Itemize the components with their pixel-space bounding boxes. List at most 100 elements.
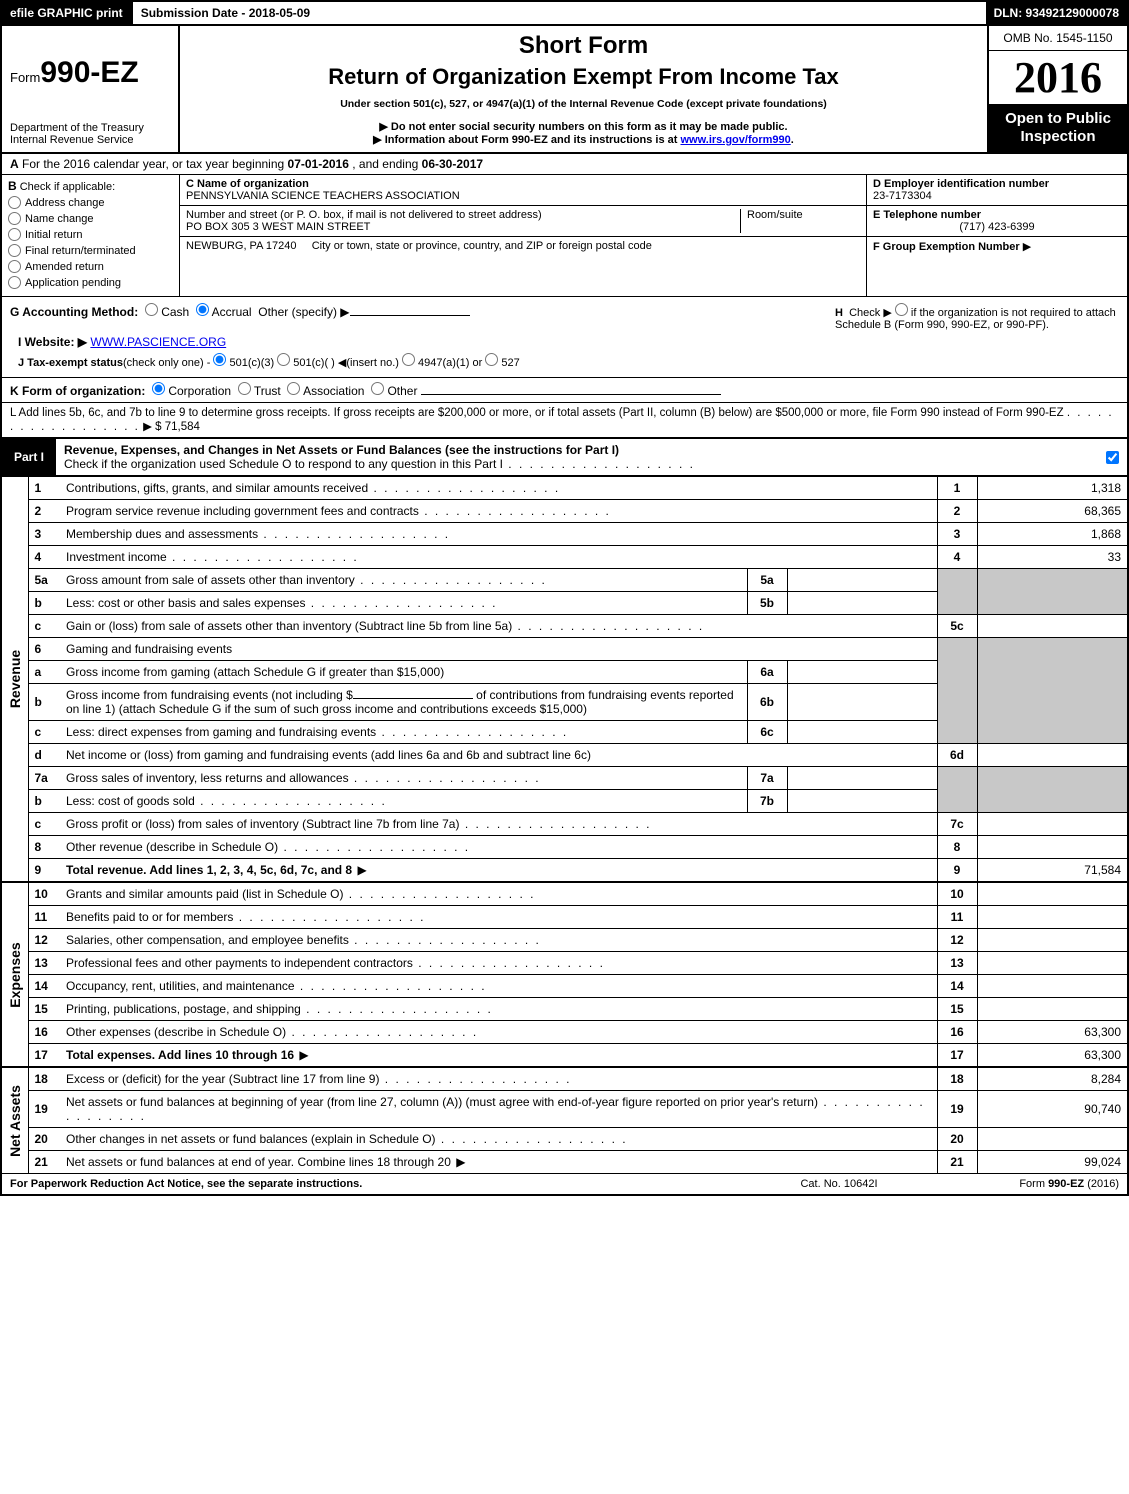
footer-right-post: (2016)	[1084, 1178, 1119, 1190]
k-other-radio[interactable]	[371, 382, 384, 395]
line-a-text1: For the 2016 calendar year, or tax year …	[22, 157, 288, 171]
j-501c-radio[interactable]	[277, 353, 290, 366]
l2-amount: 68,365	[977, 500, 1127, 523]
l8-amount	[977, 836, 1127, 859]
l7b-subval	[787, 790, 937, 813]
block-bcdef: B Check if applicable: Address change Na…	[2, 174, 1127, 296]
chk-address-change[interactable]: Address change	[8, 196, 173, 209]
line-18: Net Assets 18 Excess or (deficit) for th…	[2, 1067, 1127, 1091]
l17-desc-text: Total expenses. Add lines 10 through 16	[66, 1048, 294, 1062]
website-link[interactable]: WWW.PASCIENCE.ORG	[90, 335, 226, 349]
chk-name-change-label: Name change	[25, 213, 94, 225]
l12-desc-text: Salaries, other compensation, and employ…	[66, 933, 541, 947]
l20-lineno: 20	[937, 1128, 977, 1151]
lines-table: Revenue 1 Contributions, gifts, grants, …	[2, 476, 1127, 1173]
l15-desc-text: Printing, publications, postage, and shi…	[66, 1002, 493, 1016]
l21-desc-text: Net assets or fund balances at end of ye…	[66, 1155, 467, 1169]
l9-desc-text: Total revenue. Add lines 1, 2, 3, 4, 5c,…	[66, 863, 352, 877]
org-name: PENNSYLVANIA SCIENCE TEACHERS ASSOCIATIO…	[186, 190, 860, 202]
k-corp-radio[interactable]	[152, 382, 165, 395]
chk-application-pending-input[interactable]	[8, 276, 21, 289]
l6d-amount	[977, 744, 1127, 767]
l5c-num: c	[28, 615, 60, 638]
section-d: D Employer identification number 23-7173…	[867, 175, 1127, 206]
subtitle: Under section 501(c), 527, or 4947(a)(1)…	[188, 98, 979, 110]
l19-lineno: 19	[937, 1091, 977, 1128]
k-trust-radio[interactable]	[238, 382, 251, 395]
row-i: I Website: ▶ WWW.PASCIENCE.ORG	[10, 333, 819, 351]
k-assoc-radio[interactable]	[287, 382, 300, 395]
dept-line1: Department of the Treasury	[10, 122, 170, 134]
l6d-desc: Net income or (loss) from gaming and fun…	[60, 744, 937, 767]
chk-application-pending-label: Application pending	[25, 277, 121, 289]
efile-print-button[interactable]: efile GRAPHIC print	[2, 2, 131, 24]
l19-num: 19	[28, 1091, 60, 1128]
chk-final-return[interactable]: Final return/terminated	[8, 244, 173, 257]
line-a-begin: 07-01-2016	[288, 157, 349, 171]
header-left: Form990-EZ Department of the Treasury In…	[2, 26, 180, 152]
tax-year: 2016	[989, 51, 1127, 104]
j-4947-radio[interactable]	[402, 353, 415, 366]
l21-num: 21	[28, 1151, 60, 1174]
d-label: D Employer identification number	[873, 178, 1049, 190]
l10-amount	[977, 882, 1127, 906]
l6a-desc: Gross income from gaming (attach Schedul…	[60, 661, 747, 684]
l1-desc-text: Contributions, gifts, grants, and simila…	[66, 481, 560, 495]
line-9: 9 Total revenue. Add lines 1, 2, 3, 4, 5…	[2, 859, 1127, 883]
section-f: F Group Exemption Number ▶	[867, 237, 1127, 296]
expenses-label: Expenses	[7, 942, 23, 1007]
g-cash-radio[interactable]	[145, 303, 158, 316]
g-accrual-radio[interactable]	[196, 303, 209, 316]
l18-lineno: 18	[937, 1067, 977, 1091]
l4-lineno: 4	[937, 546, 977, 569]
l20-num: 20	[28, 1128, 60, 1151]
j-527-radio[interactable]	[485, 353, 498, 366]
l6-desc: Gaming and fundraising events	[60, 638, 937, 661]
j-501c3-radio[interactable]	[213, 353, 226, 366]
l16-desc-text: Other expenses (describe in Schedule O)	[66, 1025, 478, 1039]
top-bar: efile GRAPHIC print Submission Date - 20…	[2, 2, 1127, 26]
instructions-link[interactable]: www.irs.gov/form990	[681, 134, 791, 146]
l19-amount: 90,740	[977, 1091, 1127, 1128]
header: Form990-EZ Department of the Treasury In…	[2, 26, 1127, 152]
line-7c: c Gross profit or (loss) from sales of i…	[2, 813, 1127, 836]
l5b-subval	[787, 592, 937, 615]
part1-schedule-o-checkbox[interactable]	[1106, 451, 1119, 464]
dln: DLN: 93492129000078	[986, 2, 1127, 24]
l17-arrow	[294, 1048, 311, 1062]
line-a-mid: , and ending	[352, 157, 421, 171]
form-number: Form990-EZ	[10, 56, 170, 90]
chk-name-change-input[interactable]	[8, 212, 21, 225]
chk-amended-return-input[interactable]	[8, 260, 21, 273]
l10-num: 10	[28, 882, 60, 906]
l12-num: 12	[28, 929, 60, 952]
l5c-desc: Gain or (loss) from sale of assets other…	[60, 615, 937, 638]
l5ab-grey	[937, 569, 977, 615]
l14-desc-text: Occupancy, rent, utilities, and maintena…	[66, 979, 487, 993]
l21-lineno: 21	[937, 1151, 977, 1174]
l6c-desc: Less: direct expenses from gaming and fu…	[60, 721, 747, 744]
note-ssn: ▶ Do not enter social security numbers o…	[188, 120, 979, 133]
l5a-num: 5a	[28, 569, 60, 592]
chk-initial-return[interactable]: Initial return	[8, 228, 173, 241]
g-cash: Cash	[161, 305, 189, 319]
h-check[interactable]	[895, 303, 908, 316]
line-3: 3 Membership dues and assessments 3 1,86…	[2, 523, 1127, 546]
netassets-sidelabel: Net Assets	[2, 1067, 28, 1173]
chk-address-change-input[interactable]	[8, 196, 21, 209]
l15-amount	[977, 998, 1127, 1021]
chk-initial-return-input[interactable]	[8, 228, 21, 241]
l5a-desc-text: Gross amount from sale of assets other t…	[66, 573, 547, 587]
l6b-sub: 6b	[747, 684, 787, 721]
c-name-row: C Name of organization PENNSYLVANIA SCIE…	[180, 175, 866, 206]
l14-num: 14	[28, 975, 60, 998]
l7b-sub: 7b	[747, 790, 787, 813]
k-label: K Form of organization:	[10, 384, 145, 398]
title-short-form: Short Form	[188, 32, 979, 60]
chk-name-change[interactable]: Name change	[8, 212, 173, 225]
row-g: G Accounting Method: Cash Accrual Other …	[2, 297, 827, 377]
chk-application-pending[interactable]: Application pending	[8, 276, 173, 289]
l2-lineno: 2	[937, 500, 977, 523]
chk-amended-return[interactable]: Amended return	[8, 260, 173, 273]
chk-final-return-input[interactable]	[8, 244, 21, 257]
